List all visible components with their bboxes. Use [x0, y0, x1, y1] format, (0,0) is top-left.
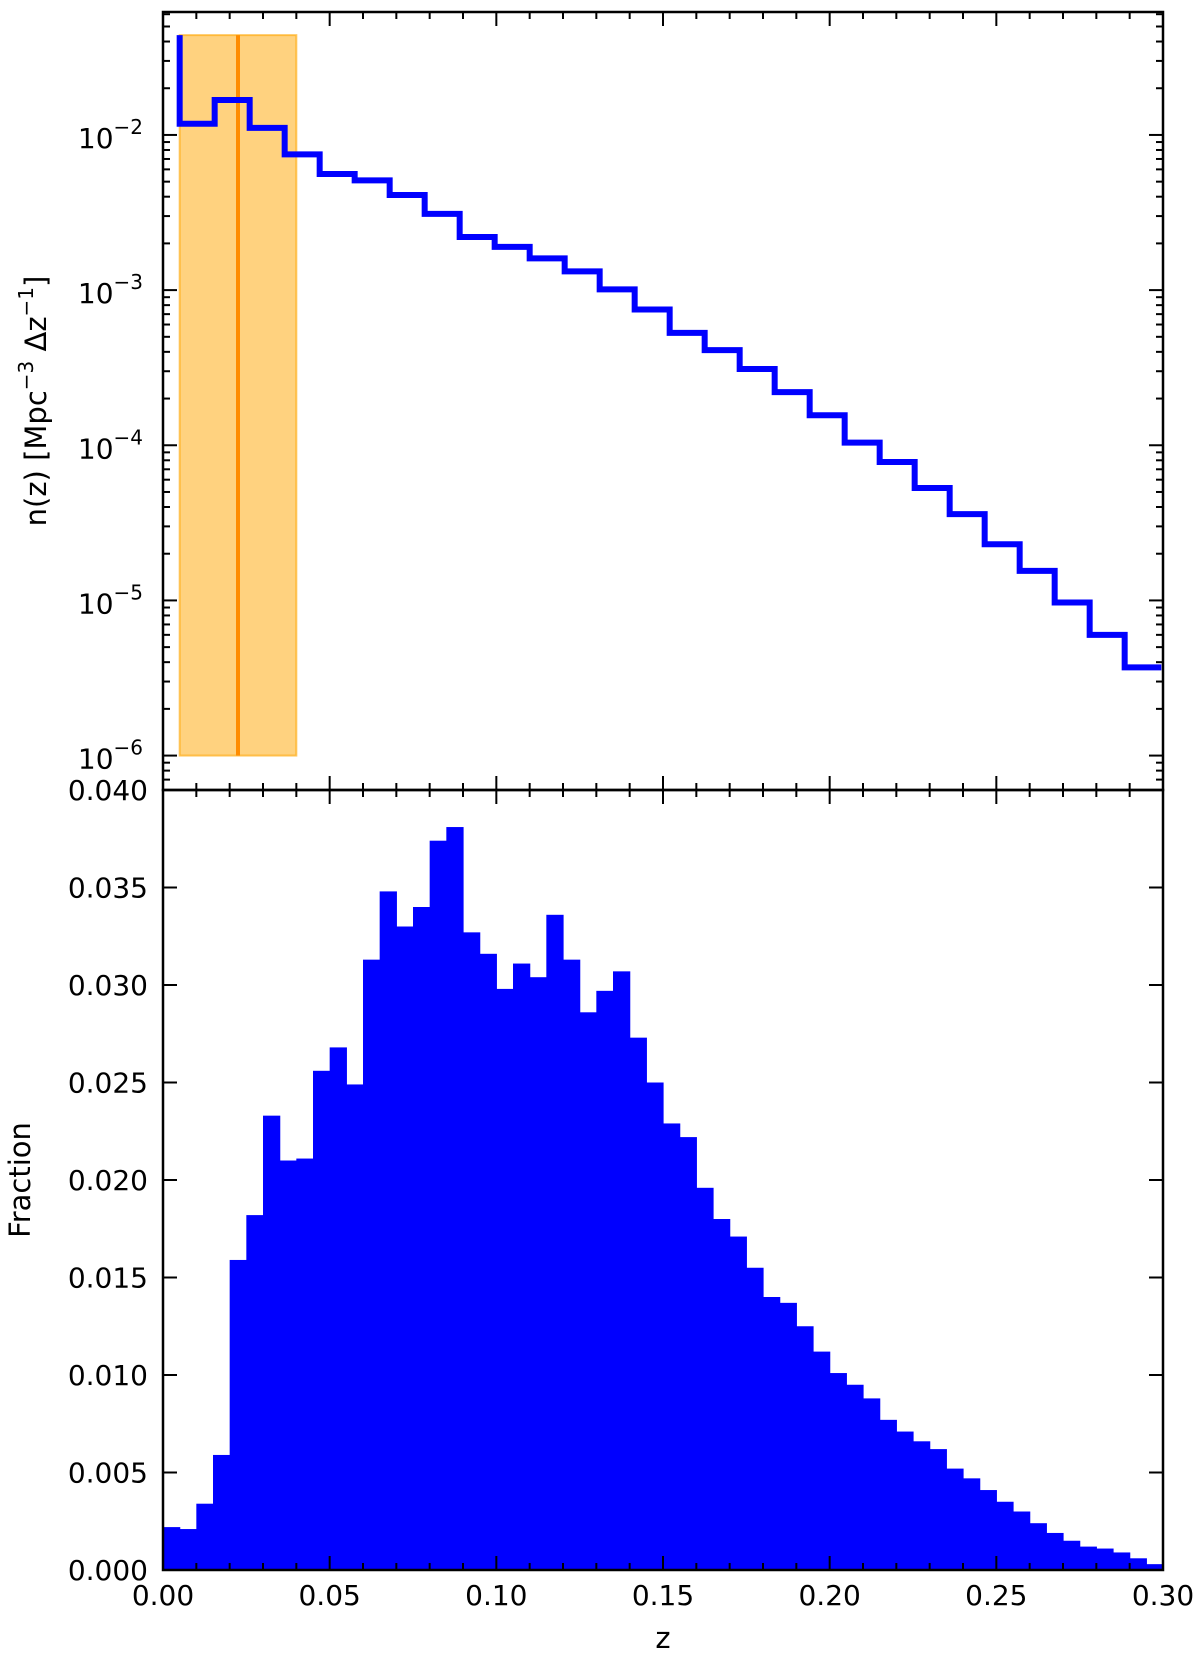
bottom-ytick-label: 0.010: [68, 1359, 148, 1392]
histogram-bar: [263, 1115, 281, 1570]
histogram-bar: [979, 1490, 997, 1570]
histogram-bar: [296, 1158, 314, 1570]
histogram-bar: [813, 1351, 831, 1570]
histogram-bar: [863, 1398, 881, 1570]
histogram-bar: [1063, 1540, 1081, 1570]
histogram-bar: [663, 1123, 681, 1570]
bottom-xtick-label: 0.20: [798, 1579, 860, 1612]
top-ytick-label: 10−3: [78, 270, 143, 310]
top-axes-frame: [161, 10, 1165, 792]
histogram-bar: [246, 1215, 264, 1570]
histogram-bar: [963, 1478, 981, 1570]
histogram-bar: [1029, 1523, 1047, 1570]
histogram-bar: [713, 1219, 731, 1570]
top-ylabel: n(z) [Mpc−3 Δz−1]: [14, 276, 53, 527]
histogram-bar: [463, 932, 481, 1570]
bottom-xtick-label: 0.05: [298, 1579, 360, 1612]
histogram-bar: [629, 1037, 647, 1570]
histogram-bar: [613, 971, 631, 1570]
histogram-bar: [163, 1527, 181, 1570]
histogram-bar: [363, 959, 381, 1570]
bottom-ytick-label: 0.035: [68, 872, 148, 905]
bottom-xtick-label: 0.30: [1132, 1579, 1194, 1612]
bottom-xlabel: z: [655, 1621, 670, 1655]
histogram-bar: [996, 1501, 1014, 1570]
histogram-bar: [429, 840, 447, 1570]
histogram-bar: [446, 827, 464, 1570]
nz-step-line: [176, 35, 1162, 671]
histogram-bar: [596, 990, 614, 1570]
histogram-bar: [729, 1236, 747, 1570]
histogram-bar: [279, 1160, 297, 1570]
bottom-ytick-label: 0.005: [68, 1457, 148, 1490]
histogram-bar: [1079, 1546, 1097, 1570]
histogram-bar: [196, 1503, 214, 1570]
histogram-bar: [413, 907, 431, 1570]
histogram-bar: [563, 959, 581, 1570]
bottom-ytick-label: 0.020: [68, 1164, 148, 1197]
histogram-bar: [213, 1454, 231, 1570]
histogram-bar: [1146, 1564, 1164, 1570]
bottom-xtick-label: 0.15: [632, 1579, 694, 1612]
bottom-xtick-label: 0.25: [965, 1579, 1027, 1612]
bottom-ytick-label: 0.025: [68, 1067, 148, 1100]
bottom-panel-fraction: 0.000 0.005 0.010 0.015 0.020 0.025 0.030 0.035…: [3, 774, 1194, 1655]
top-ytick-label: 10−4: [78, 425, 143, 465]
histogram-bar: [763, 1297, 781, 1570]
histogram-bar: [529, 977, 547, 1570]
bottom-ylabel: Fraction: [3, 1122, 37, 1238]
histogram-bar: [913, 1441, 931, 1570]
histogram-bar: [646, 1082, 664, 1570]
histogram-bar: [546, 914, 564, 1570]
histogram-bar: [346, 1084, 364, 1570]
bottom-xtick-label: 0.00: [132, 1579, 194, 1612]
histogram-bar: [796, 1326, 814, 1570]
histogram-bar: [696, 1187, 714, 1570]
histogram-bar: [396, 926, 414, 1570]
histogram-bar: [379, 891, 397, 1570]
histogram-bar: [496, 988, 514, 1570]
histogram-bar: [513, 963, 531, 1570]
histogram-bar: [313, 1070, 331, 1570]
histogram-bar: [329, 1047, 347, 1570]
top-ytick-label: 10−5: [78, 580, 143, 620]
bottom-ytick-label: 0.000: [68, 1554, 148, 1587]
histogram-bar: [896, 1431, 914, 1570]
histogram-bar: [946, 1468, 964, 1570]
top-ytick-label: 10−2: [78, 115, 143, 155]
histogram-bar: [746, 1267, 764, 1570]
top-panel-nz: 10−6 10−5 10−4 10−3 10−2 n(z) [Mpc−3 Δz−1]: [14, 10, 1165, 792]
histogram-bar: [929, 1449, 947, 1570]
histogram-bar: [829, 1373, 847, 1570]
bottom-ytick-label: 0.030: [68, 969, 148, 1002]
histogram-bar: [679, 1137, 697, 1570]
histogram-bar: [1129, 1558, 1147, 1570]
top-ytick-label: 10−6: [78, 736, 143, 776]
histogram-bar: [579, 1012, 597, 1570]
histogram-bar: [179, 1529, 197, 1570]
histogram-bar: [779, 1302, 797, 1570]
bottom-ytick-label: 0.040: [68, 774, 148, 807]
bottom-axes-frame: [161, 788, 1165, 1572]
histogram-bar: [1046, 1532, 1064, 1570]
histogram-bar: [879, 1419, 897, 1570]
histogram-bar: [1113, 1552, 1131, 1570]
histogram-bar: [1013, 1511, 1031, 1570]
histogram-bar: [846, 1384, 864, 1570]
histogram-bar: [479, 953, 497, 1570]
bottom-xtick-label: 0.10: [465, 1579, 527, 1612]
histogram-bar: [229, 1259, 247, 1570]
histogram-bar: [1096, 1548, 1114, 1570]
bottom-ytick-label: 0.015: [68, 1262, 148, 1295]
